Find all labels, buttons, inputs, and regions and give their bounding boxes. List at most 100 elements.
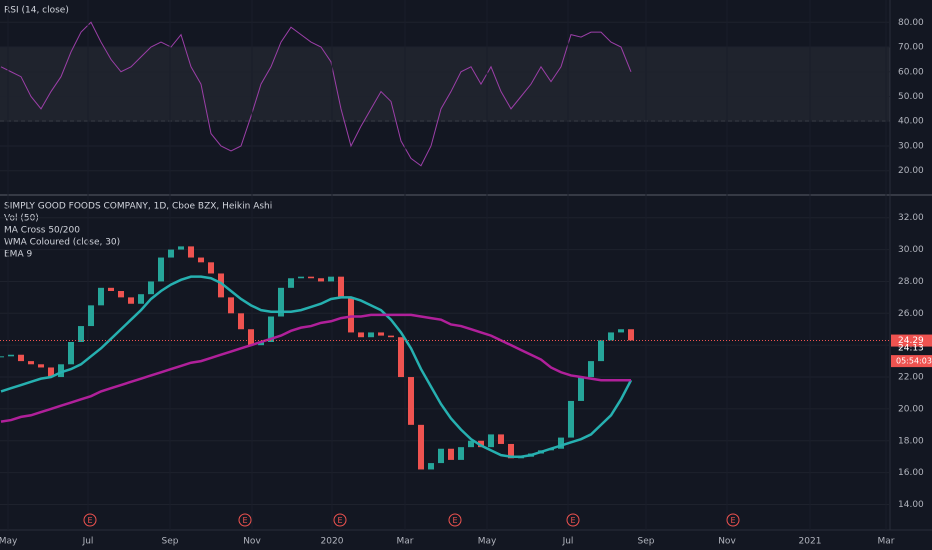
rsi-tick-label: 80.00 xyxy=(898,18,924,28)
price-tick-label: 32.00 xyxy=(898,213,924,223)
x-tick-label: Nov xyxy=(718,537,736,547)
candle xyxy=(168,249,174,258)
candle xyxy=(378,332,384,336)
candle xyxy=(58,364,64,378)
candle xyxy=(358,332,364,338)
indicator-legend: EMA 9 xyxy=(4,250,32,260)
candle xyxy=(0,356,4,358)
candle xyxy=(278,287,284,317)
candle xyxy=(568,400,574,438)
x-tick-label: Nov xyxy=(243,537,261,547)
x-tick-label: 2020 xyxy=(321,537,344,547)
price-tick-label: 22.00 xyxy=(898,373,924,383)
candle xyxy=(398,337,404,378)
x-tick-label: Sep xyxy=(638,537,655,547)
candle xyxy=(238,313,244,330)
candle xyxy=(98,287,104,306)
price-tick-label: 30.00 xyxy=(898,245,924,255)
candle xyxy=(578,377,584,401)
rsi-tick-label: 60.00 xyxy=(898,67,924,77)
candle xyxy=(38,364,44,368)
candle xyxy=(88,305,94,327)
x-tick-label: Mar xyxy=(878,537,895,547)
candle xyxy=(18,354,24,362)
x-tick-label: Sep xyxy=(162,537,179,547)
candle xyxy=(158,257,164,282)
candle xyxy=(508,443,514,459)
candle xyxy=(388,335,394,338)
candle xyxy=(148,281,154,295)
candle xyxy=(268,316,274,342)
candle xyxy=(438,448,444,464)
candle xyxy=(198,257,204,263)
earnings-marker xyxy=(448,513,462,527)
candle xyxy=(318,278,324,282)
candle xyxy=(468,440,474,448)
symbol-title: SIMPLY GOOD FOODS COMPANY, 1D, Cboe BZX,… xyxy=(4,202,272,212)
candle xyxy=(608,332,614,341)
price-tick-label: 16.00 xyxy=(898,468,924,478)
candle xyxy=(188,246,194,258)
candle xyxy=(298,276,304,279)
candle xyxy=(248,329,254,346)
x-tick-label: 2021 xyxy=(799,537,822,547)
candle xyxy=(588,361,594,378)
candle xyxy=(48,367,54,378)
earnings-label: E xyxy=(452,516,457,525)
x-tick-label: May xyxy=(0,537,18,547)
candle xyxy=(178,246,184,250)
rsi-tick-label: 20.00 xyxy=(898,166,924,176)
x-tick-label: Mar xyxy=(397,537,414,547)
candle xyxy=(338,276,344,298)
moving-average xyxy=(0,313,631,423)
earnings-label: E xyxy=(242,516,247,525)
rsi-tick-label: 30.00 xyxy=(898,141,924,151)
earnings-label: E xyxy=(87,516,92,525)
candle xyxy=(418,424,424,470)
candle xyxy=(458,447,464,460)
candle xyxy=(108,287,114,292)
candle xyxy=(118,291,124,298)
candle xyxy=(558,437,564,449)
candle xyxy=(8,354,14,357)
candle xyxy=(28,361,34,365)
candle xyxy=(78,326,84,342)
candle xyxy=(288,278,294,288)
last-price-box xyxy=(891,334,932,347)
rsi-tick-label: 50.00 xyxy=(898,92,924,102)
candle xyxy=(208,262,214,274)
earnings-marker xyxy=(333,513,347,527)
x-tick-label: Jul xyxy=(82,537,94,547)
indicator-legend: MA Cross 50/200 xyxy=(4,226,80,236)
candle xyxy=(308,276,314,279)
price-tick-label: 28.00 xyxy=(898,277,924,287)
earnings-label: E xyxy=(730,516,735,525)
price-tick-label: 26.00 xyxy=(898,309,924,319)
x-tick-label: Jul xyxy=(562,537,574,547)
rsi-line xyxy=(0,21,632,167)
earnings-marker xyxy=(566,513,580,527)
candle xyxy=(488,434,494,448)
candle xyxy=(348,297,354,333)
price-tick-label: 18.00 xyxy=(898,436,924,446)
candle xyxy=(368,332,374,338)
indicator-legend: Vol (50) xyxy=(4,214,39,224)
candle xyxy=(498,434,504,444)
candle xyxy=(258,341,264,346)
earnings-marker xyxy=(726,513,740,527)
candle xyxy=(598,340,604,362)
candle xyxy=(328,276,334,282)
moving-average xyxy=(0,275,633,458)
candle xyxy=(628,329,634,341)
candle xyxy=(68,341,74,365)
indicator-legend: WMA Coloured (close, 30) xyxy=(4,238,120,248)
price-tick-label: 20.00 xyxy=(898,404,924,414)
earnings-label: E xyxy=(570,516,575,525)
rsi-title: RSI (14, close) xyxy=(4,6,69,16)
rsi-band-fill xyxy=(0,47,890,122)
countdown-label: 05:54:03 xyxy=(896,357,932,366)
candle xyxy=(428,463,434,470)
candle xyxy=(478,440,484,448)
